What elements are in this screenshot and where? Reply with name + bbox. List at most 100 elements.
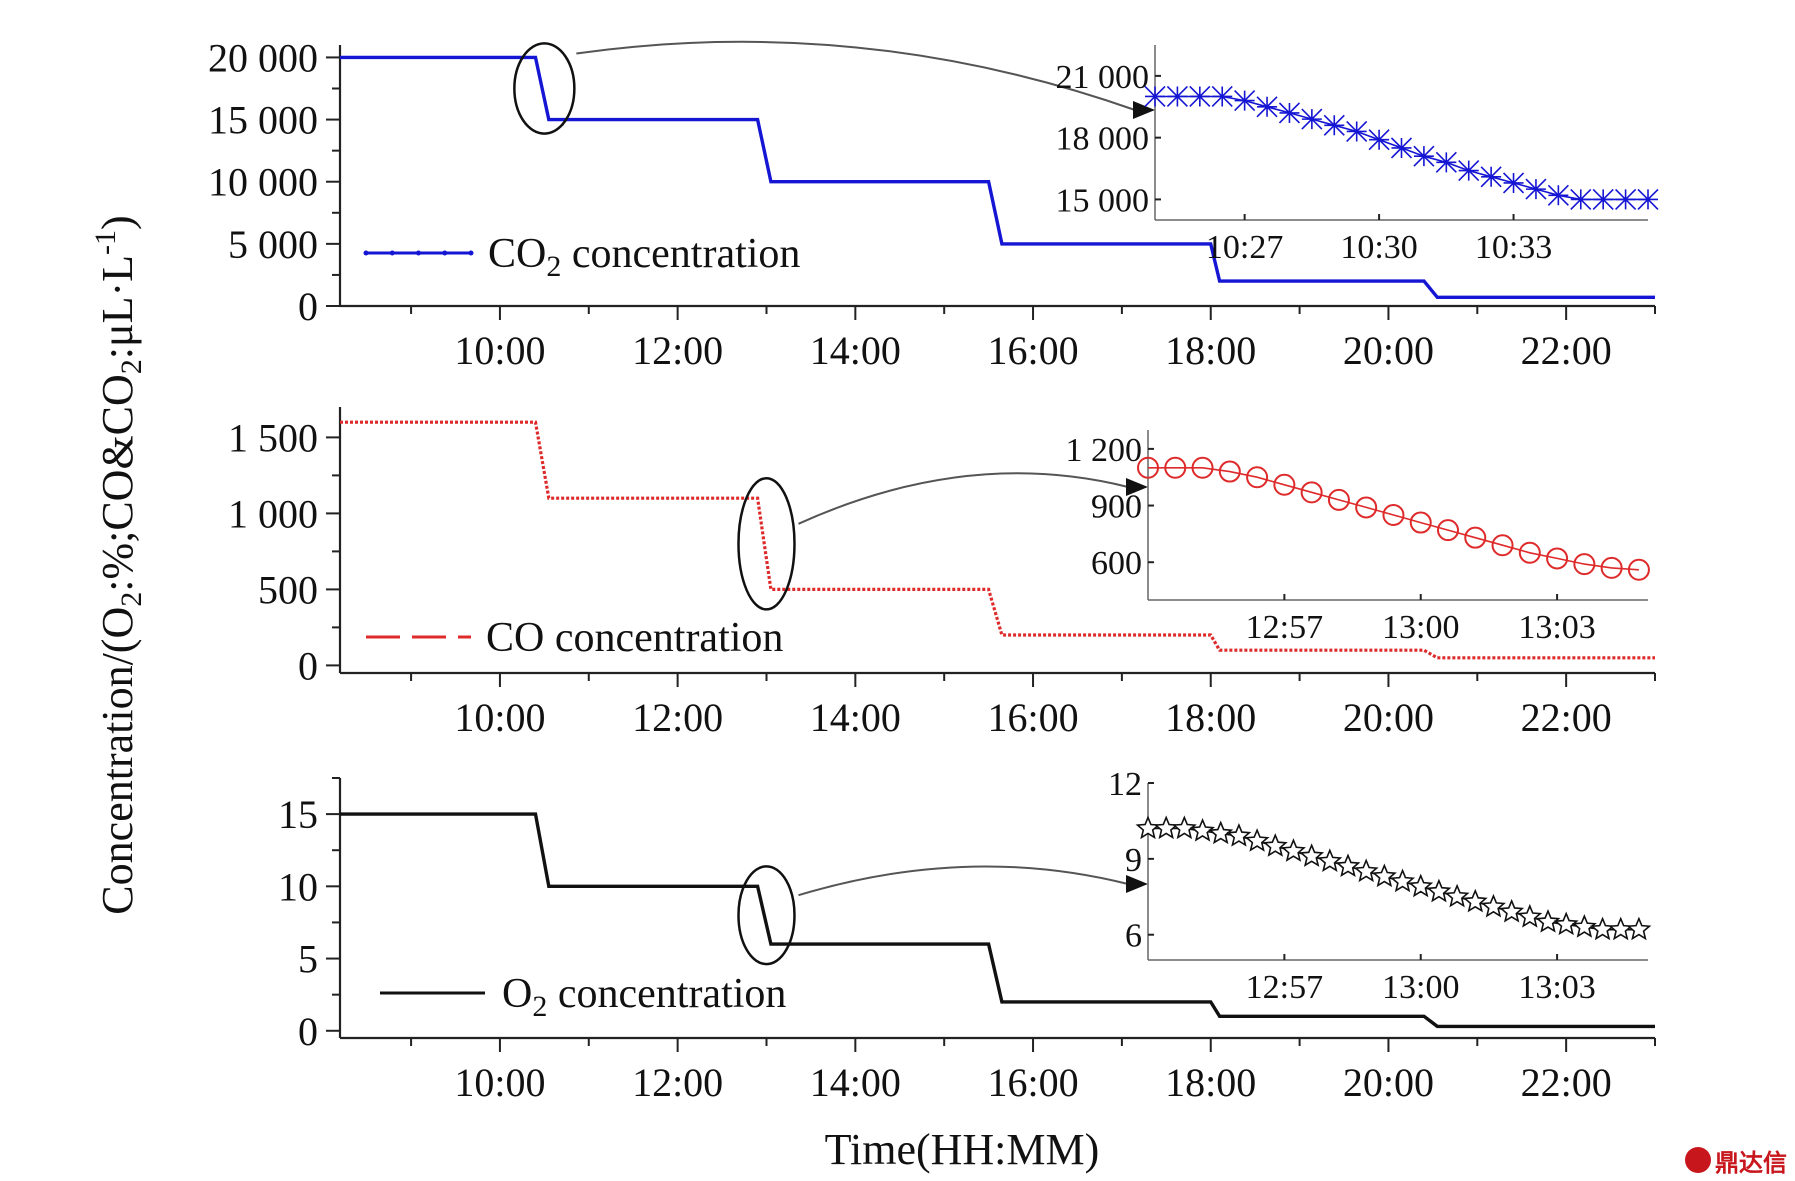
panels: 0 5 000 10 000 15 000 20 000 10:00 12:00 14:00 1…	[208, 35, 1659, 1105]
co-inset-point	[1273, 473, 1296, 496]
o2-inset-point	[1353, 858, 1379, 883]
o2-inset-point	[1462, 888, 1488, 913]
o2-inset-point	[1444, 883, 1470, 908]
o2-leader-line	[798, 865, 1129, 897]
co2-inset-point	[1346, 120, 1368, 143]
co-leader-line	[798, 472, 1129, 525]
o2-inset-point	[1626, 916, 1652, 941]
co-inset-point	[1600, 556, 1623, 579]
co-panel: 0 500 1 000 1 500 10:00 12:00 14:00 16:00 18:00 2…	[228, 407, 1656, 740]
co2-ytick-label: 0	[298, 284, 318, 329]
o2-inset-point	[1371, 863, 1397, 888]
o2-arrow-icon	[1126, 875, 1148, 893]
co2-legend-label: CO2 concentration	[488, 231, 800, 283]
co2-inset-point	[1547, 184, 1569, 206]
o2-inset-point	[1335, 853, 1361, 878]
co-inset-point	[1382, 504, 1405, 526]
co-inset-point	[1627, 558, 1650, 581]
co-inset-point	[1409, 511, 1432, 534]
o2-xtick-label: 10:00	[454, 1060, 545, 1105]
co-xtick-label: 12:00	[632, 695, 723, 740]
co-inset-point	[1491, 534, 1514, 557]
co-inset-ytick-label: 1 200	[1066, 432, 1143, 469]
o2-inset-point	[1390, 868, 1415, 893]
o2-ytick-label: 15	[278, 792, 318, 837]
co2-panel: 0 5 000 10 000 15 000 20 000 10:00 12:00 14:00 1…	[208, 35, 1659, 373]
co2-inset-ytick-label: 18 000	[1056, 121, 1150, 158]
co2-legend-dot	[416, 250, 421, 256]
co-inset-point	[1464, 526, 1487, 549]
co-ytick-label: 1 000	[228, 491, 318, 536]
o2-inset-point	[1535, 908, 1561, 933]
o2-xtick-label: 18:00	[1165, 1060, 1256, 1105]
co2-inset-ytick-label: 15 000	[1056, 182, 1150, 219]
x-axis-title: Time(HH:MM)	[825, 1125, 1100, 1174]
o2-inset-ytick-label: 6	[1125, 918, 1142, 955]
o2-ytick-label: 5	[298, 937, 318, 982]
o2-inset-point	[1517, 903, 1543, 928]
co-xtick-label: 10:00	[454, 695, 545, 740]
co-inset-ytick-label: 600	[1091, 545, 1142, 582]
co-inset-xtick-label: 13:00	[1382, 609, 1459, 646]
co2-legend-dot	[389, 250, 395, 256]
o2-inset-point	[1590, 916, 1615, 941]
o2-inset-point	[1208, 820, 1234, 845]
o2-inset: 6 9 12 12:57 13:00 13:03	[1108, 766, 1652, 1006]
co2-ytick-label: 10 000	[208, 160, 318, 205]
o2-panel: 0 5 10 15 10:00 12:00 14:00 16:00 18:00 20:00 22:0…	[278, 766, 1656, 1105]
o2-inset-point	[1608, 916, 1634, 941]
co2-inset-ytick-label: 21 000	[1056, 59, 1150, 96]
co-legend-label: CO concentration	[486, 615, 783, 661]
co2-inset-point	[1480, 166, 1502, 188]
o2-inset-xtick-label: 13:00	[1382, 969, 1459, 1006]
co-inset-point	[1546, 547, 1569, 570]
co2-inset-point	[1435, 151, 1457, 173]
co-inset-point	[1164, 456, 1187, 479]
co2-inset-xtick-label: 10:30	[1340, 229, 1417, 266]
o2-inset-point	[1153, 815, 1179, 840]
co2-ytick-label: 20 000	[208, 35, 318, 80]
co2-inset-point	[1301, 108, 1323, 130]
o2-inset-point	[1226, 823, 1252, 847]
o2-ytick-label: 10	[278, 864, 318, 909]
co2-inset-point	[1323, 114, 1345, 136]
co2-leader-line	[576, 40, 1136, 111]
o2-inset-point	[1244, 828, 1270, 852]
co-inset-point	[1573, 553, 1596, 576]
co-inset: 600 900 1 200 12:57 13:00 13:03	[1066, 430, 1650, 646]
co2-inset-point	[1413, 145, 1435, 167]
co2-inset-point	[1390, 137, 1413, 159]
co-inset-line	[1148, 466, 1639, 571]
co-ytick-label: 0	[298, 643, 318, 688]
co2-inset-point	[1189, 85, 1211, 108]
o2-inset-ytick-label: 9	[1125, 842, 1142, 879]
o2-ytick-label: 0	[298, 1009, 318, 1054]
co2-legend-dot	[442, 250, 448, 256]
o2-series-line	[340, 812, 1655, 1029]
co-inset-point	[1191, 456, 1214, 479]
o2-inset-point	[1499, 898, 1525, 923]
o2-inset-point	[1426, 878, 1452, 903]
co2-inset-xtick-label: 10:33	[1475, 229, 1552, 266]
co-ytick-label: 500	[258, 567, 318, 612]
co-highlight-ellipse	[737, 476, 796, 611]
o2-inset-ytick-label: 12	[1108, 766, 1142, 803]
o2-inset-point	[1281, 838, 1306, 862]
co-xtick-label: 14:00	[810, 695, 901, 740]
co-inset-point	[1518, 541, 1541, 564]
co2-inset-point	[1458, 160, 1480, 182]
co-arrow-icon	[1126, 478, 1148, 496]
o2-inset-point	[1408, 873, 1434, 898]
co-inset-point	[1327, 488, 1350, 511]
co2-inset-point	[1256, 96, 1278, 118]
o2-inset-xtick-label: 12:57	[1246, 969, 1323, 1006]
o2-xtick-label: 22:00	[1521, 1060, 1612, 1105]
co2-ytick-label: 15 000	[208, 98, 318, 143]
co2-inset-point	[1166, 85, 1188, 108]
co2-xtick-label: 22:00	[1521, 328, 1612, 373]
co-series-line	[340, 420, 1655, 660]
co2-legend-dot	[468, 250, 474, 256]
watermark-logo: 鼎达信	[1685, 1143, 1787, 1177]
co2-inset-point	[1211, 85, 1233, 108]
